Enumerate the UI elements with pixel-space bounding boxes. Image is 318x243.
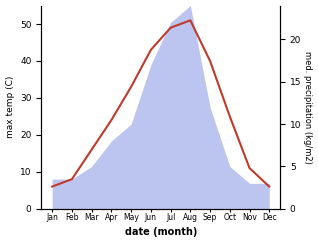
Y-axis label: max temp (C): max temp (C) bbox=[5, 76, 15, 138]
Y-axis label: med. precipitation (kg/m2): med. precipitation (kg/m2) bbox=[303, 51, 313, 164]
X-axis label: date (month): date (month) bbox=[125, 227, 197, 237]
